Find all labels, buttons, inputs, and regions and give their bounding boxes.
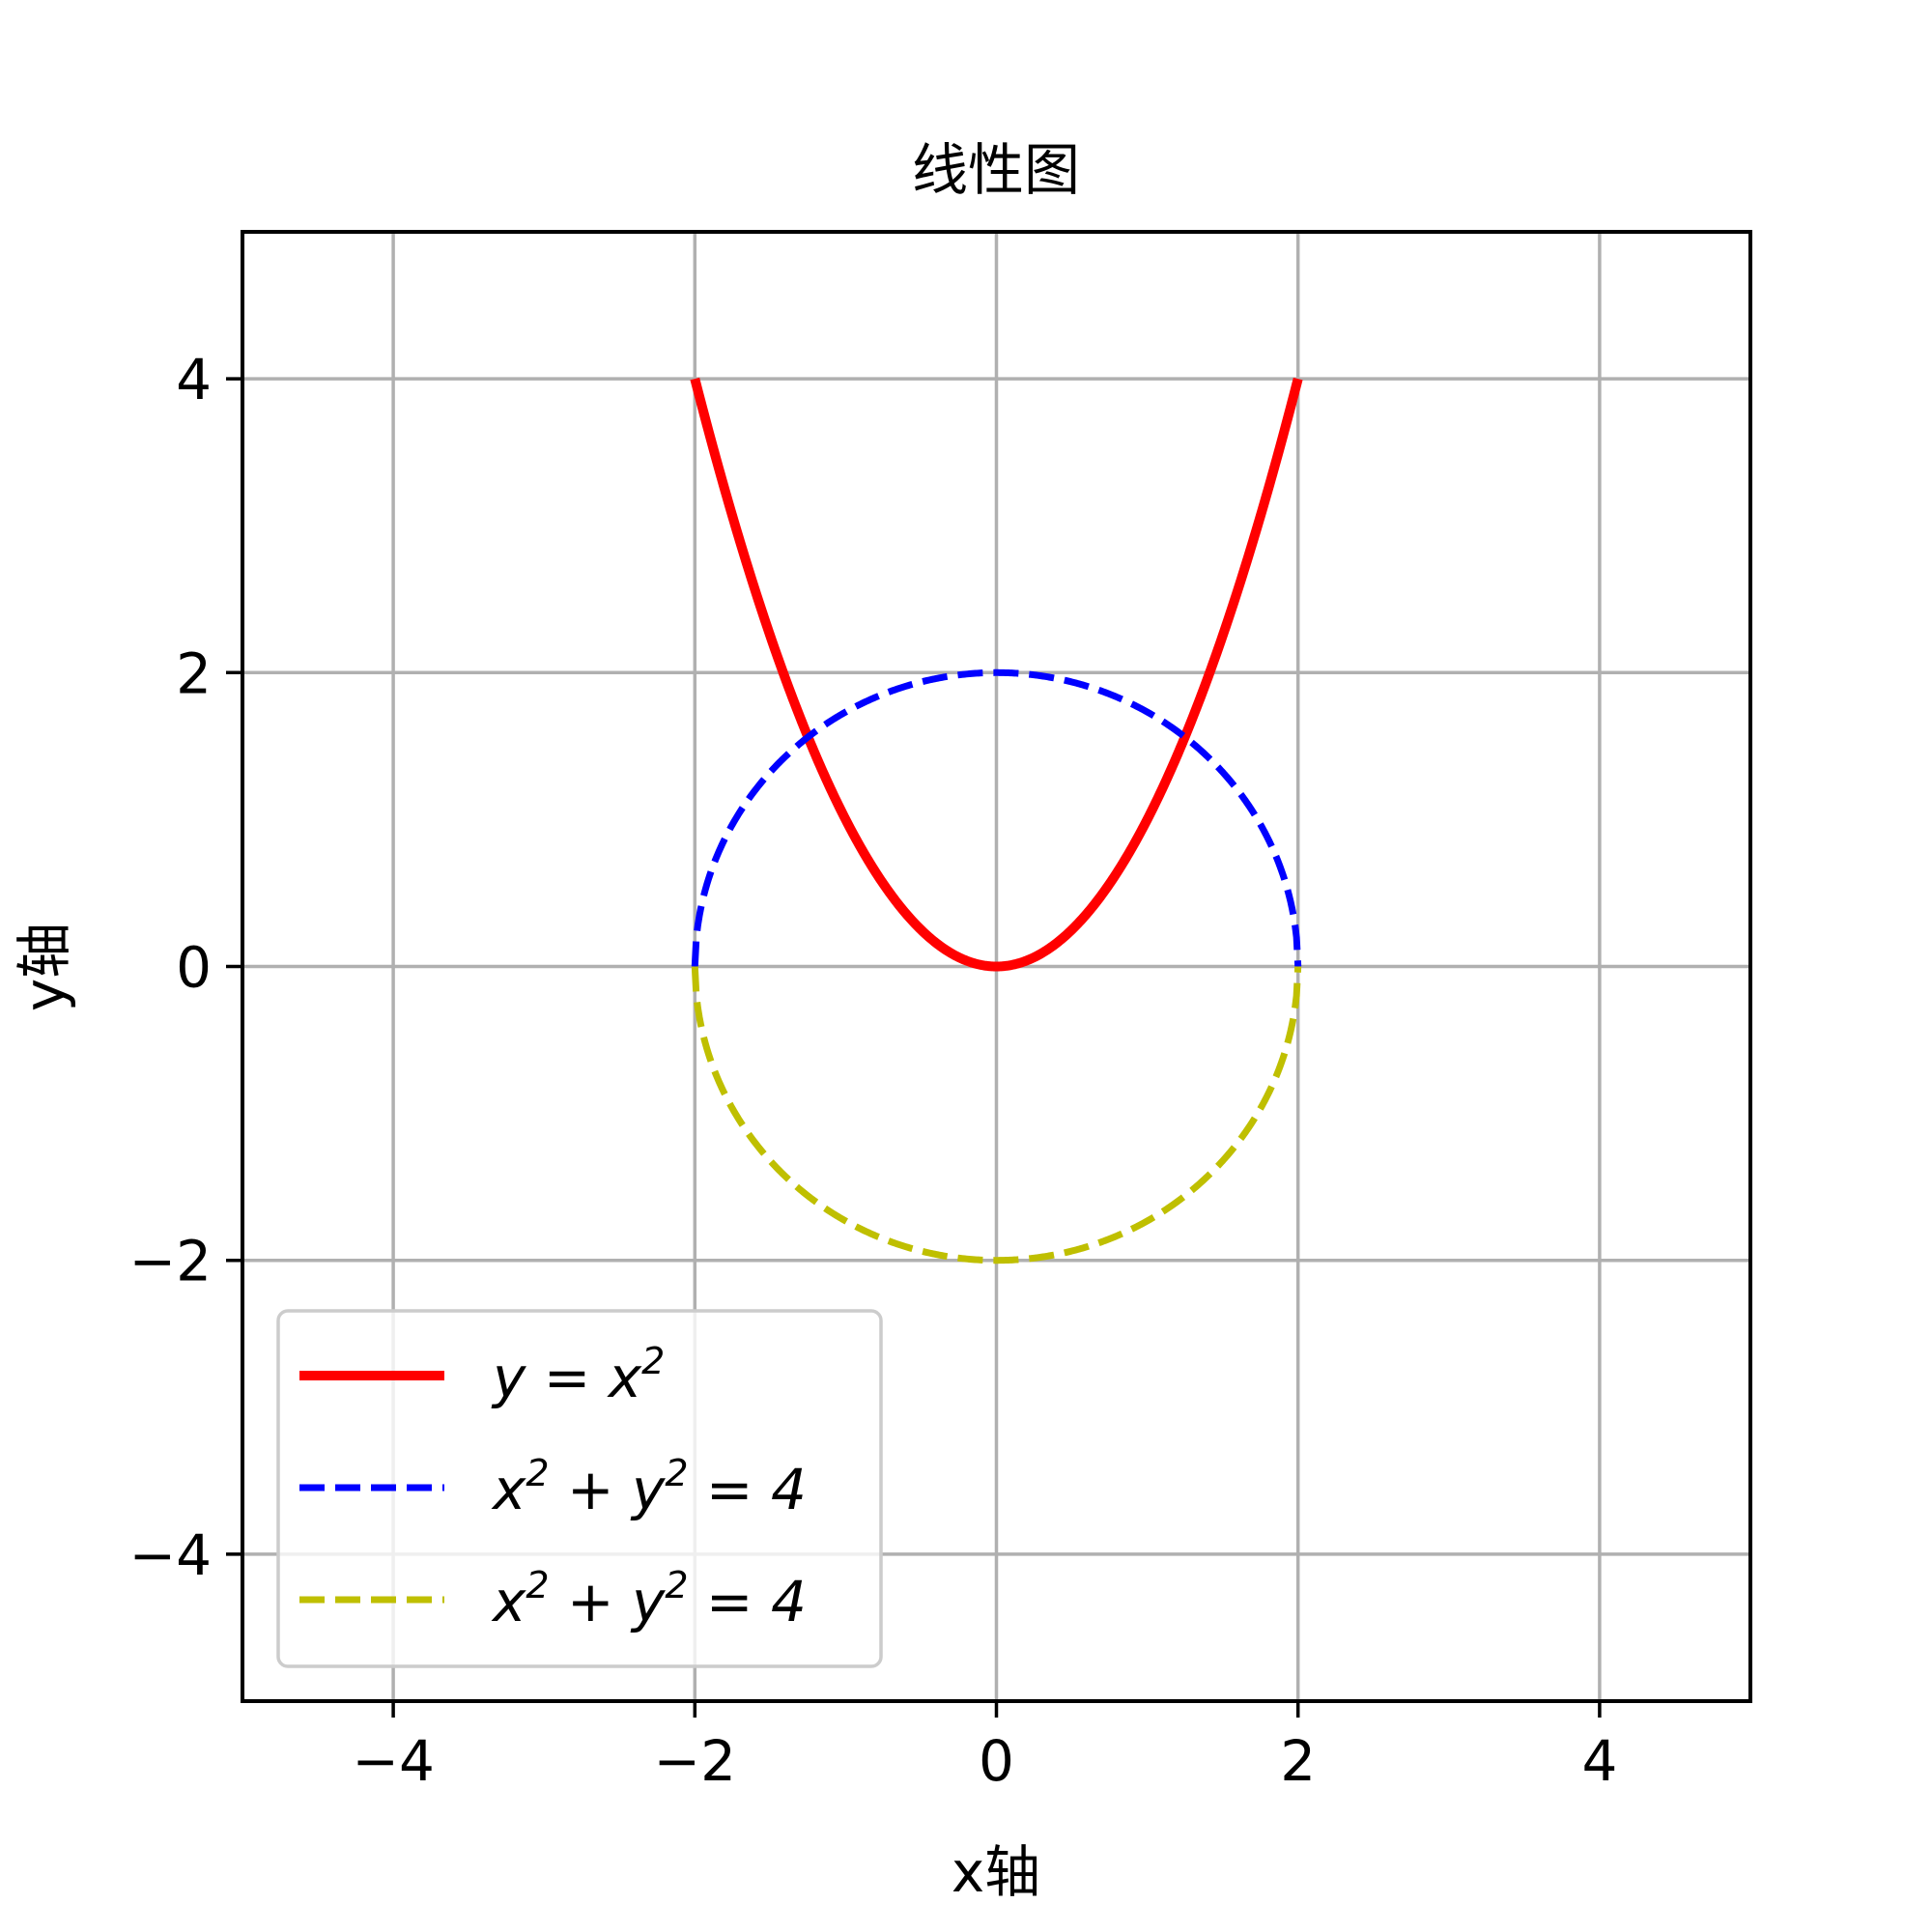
x-tick-label: 4 <box>1581 1728 1617 1794</box>
x-tick-label: 0 <box>979 1728 1014 1794</box>
legend: y = x2 x2 + y2 = 4 x2 + y2 = 4 <box>276 1309 883 1668</box>
x-tick-label: −4 <box>352 1728 435 1794</box>
chart-title: 线性图 <box>912 137 1080 203</box>
y-tick-label: 4 <box>176 347 212 412</box>
y-tick-label: −2 <box>129 1229 213 1294</box>
series-upper-circle <box>691 668 1302 967</box>
legend-label-lower-circle: x2 + y2 = 4 <box>491 1564 807 1634</box>
x-axis-title: x轴 <box>952 1839 1040 1905</box>
y-tick-label: 0 <box>176 935 212 1001</box>
x-tick-label: −2 <box>654 1728 737 1794</box>
legend-label-parabola: y = x2 <box>491 1340 665 1410</box>
curves <box>690 377 1303 1264</box>
x-tick-label: 2 <box>1280 1728 1316 1794</box>
ticks: −4 −2 0 2 4 −4 −2 0 2 4 <box>129 347 1618 1794</box>
legend-label-upper-circle: x2 + y2 = 4 <box>491 1452 807 1522</box>
series-parabola <box>690 377 1303 972</box>
y-tick-label: 2 <box>176 640 212 706</box>
series-lower-circle <box>691 966 1302 1264</box>
y-axis-title: y轴 <box>12 923 77 1011</box>
legend-box <box>276 1309 883 1668</box>
y-tick-label: −4 <box>129 1522 213 1588</box>
